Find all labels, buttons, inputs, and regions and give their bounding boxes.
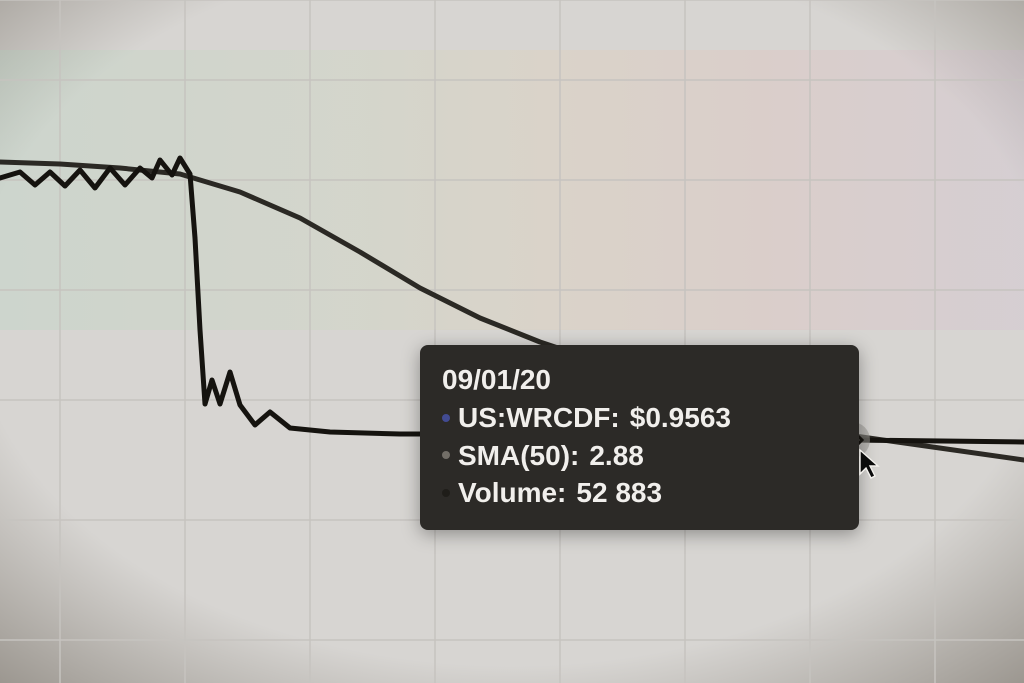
stock-chart[interactable]: 09/01/20 US:WRCDF: $0.9563 SMA(50): 2.88… xyxy=(0,0,1024,683)
tooltip-value-price: $0.9563 xyxy=(630,399,731,437)
chart-canvas[interactable] xyxy=(0,0,1024,683)
tooltip-value-volume: 52 883 xyxy=(576,474,662,512)
series-marker-icon xyxy=(442,414,450,422)
tooltip-date: 09/01/20 xyxy=(442,361,551,399)
tooltip-label-volume: Volume: xyxy=(458,474,566,512)
tooltip-label-price: US:WRCDF: xyxy=(458,399,620,437)
tooltip-label-sma: SMA(50): xyxy=(458,437,579,475)
series-marker-icon xyxy=(442,451,450,459)
chart-tooltip: 09/01/20 US:WRCDF: $0.9563 SMA(50): 2.88… xyxy=(420,345,859,530)
tooltip-value-sma: 2.88 xyxy=(589,437,644,475)
series-marker-icon xyxy=(442,489,450,497)
